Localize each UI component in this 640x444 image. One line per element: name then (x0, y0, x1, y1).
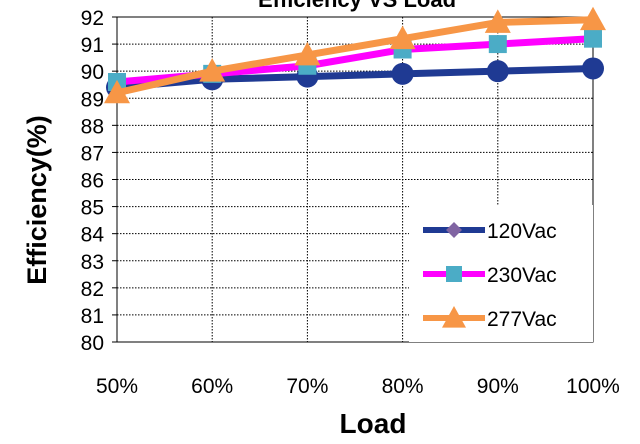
y-tick-label: 82 (81, 278, 104, 301)
legend-item-230vac: 230Vac (423, 264, 557, 287)
x-tick-label: 60% (191, 375, 233, 398)
data-point-120vac (582, 57, 604, 80)
legend-label-230vac: 230Vac (487, 264, 557, 287)
x-tick-label: 70% (286, 375, 328, 398)
y-tick-label: 90 (81, 61, 104, 84)
legend-item-120vac: 120Vac (423, 220, 557, 243)
chart-title: Efficiency VS Load (258, 0, 456, 12)
series-120vac (106, 57, 604, 99)
series-line-120vac (113, 64, 597, 91)
legend-marker-120vac (446, 222, 462, 238)
y-tick-label: 86 (81, 170, 104, 193)
data-point-277vac (389, 25, 416, 50)
data-point-277vac (484, 9, 511, 33)
legend-label-277vac: 277Vac (487, 308, 557, 331)
axis-layer: 80 81 82 83 84 85 86 87 88 89 90 91 92 50% 60% 70% 80% 90… (81, 7, 620, 398)
y-tick-label: 89 (81, 88, 104, 111)
y-axis-label: Efficiency(%) (22, 115, 52, 285)
data-point-277vac (104, 79, 130, 104)
x-axis-label: Load (340, 408, 407, 439)
series-277vac (104, 6, 606, 104)
data-point-277vac (294, 41, 321, 66)
legend-marker-277vac (442, 306, 466, 328)
y-tick-label: 87 (81, 142, 104, 165)
data-point-230vac (488, 35, 507, 54)
y-tick-label: 91 (81, 34, 104, 57)
y-tick-label: 85 (81, 197, 104, 220)
data-point-230vac (584, 29, 602, 48)
x-tick-label: 80% (382, 375, 424, 398)
legend-item-277vac: 277Vac (423, 306, 557, 331)
x-tick-label: 100% (566, 375, 620, 398)
legend-marker-230vac (446, 266, 462, 282)
y-tick-label: 83 (81, 251, 104, 274)
data-point-120vac (486, 60, 509, 83)
y-tick-label: 84 (81, 224, 105, 247)
legend: 120Vac 230Vac 277Vac (409, 205, 593, 342)
x-tick-label: 50% (96, 375, 138, 398)
y-tick-label: 81 (81, 305, 104, 328)
data-point-120vac (391, 62, 414, 85)
y-tick-label: 80 (81, 332, 104, 355)
y-tick-label: 88 (81, 115, 104, 138)
data-point-277vac (580, 6, 606, 31)
series-layer (104, 6, 606, 104)
y-tick-label: 92 (81, 7, 104, 30)
series-line-277vac (113, 16, 597, 97)
legend-label-120vac: 120Vac (487, 220, 557, 243)
data-point-277vac (199, 58, 226, 82)
x-tick-label: 90% (477, 375, 519, 398)
